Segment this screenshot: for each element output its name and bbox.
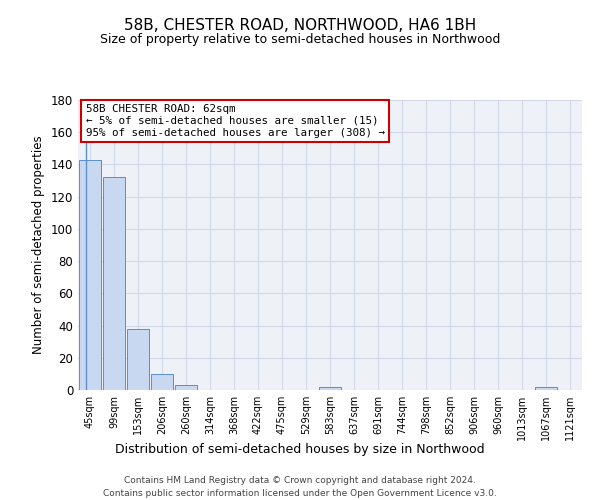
Bar: [319, 387, 341, 390]
Text: Distribution of semi-detached houses by size in Northwood: Distribution of semi-detached houses by …: [115, 442, 485, 456]
Bar: [151, 374, 173, 390]
Text: Contains public sector information licensed under the Open Government Licence v3: Contains public sector information licen…: [103, 489, 497, 498]
Bar: [127, 329, 149, 390]
Text: Size of property relative to semi-detached houses in Northwood: Size of property relative to semi-detach…: [100, 32, 500, 46]
Bar: [79, 160, 101, 390]
Text: Contains HM Land Registry data © Crown copyright and database right 2024.: Contains HM Land Registry data © Crown c…: [124, 476, 476, 485]
Bar: [103, 178, 125, 390]
Bar: [535, 387, 557, 390]
Bar: [175, 385, 197, 390]
Y-axis label: Number of semi-detached properties: Number of semi-detached properties: [32, 136, 45, 354]
Text: 58B CHESTER ROAD: 62sqm
← 5% of semi-detached houses are smaller (15)
95% of sem: 58B CHESTER ROAD: 62sqm ← 5% of semi-det…: [86, 104, 385, 138]
Text: 58B, CHESTER ROAD, NORTHWOOD, HA6 1BH: 58B, CHESTER ROAD, NORTHWOOD, HA6 1BH: [124, 18, 476, 32]
